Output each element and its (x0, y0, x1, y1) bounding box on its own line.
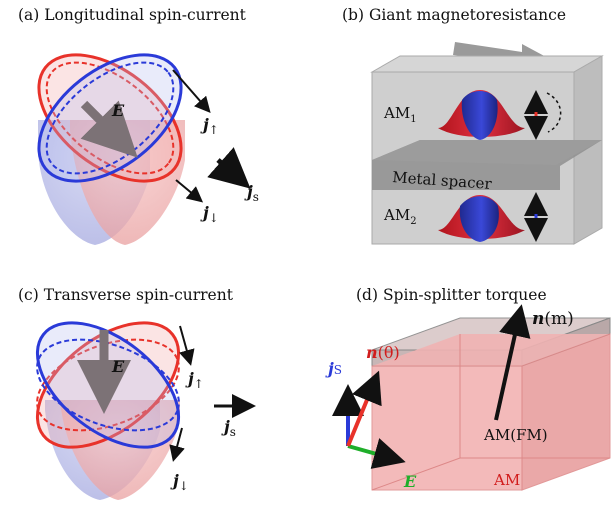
js-axis-label: jS (325, 359, 342, 378)
am1-dome-blue (461, 91, 498, 140)
panel-d-diagram: n(m) AM(FM) AM E jS n(θ) (325, 304, 611, 491)
bottom-layer-label: AM (493, 471, 520, 489)
am-slab-top (372, 334, 610, 366)
panel-a-diagram: E j↑ js j↓ (37, 53, 259, 245)
am-slab-front (371, 365, 523, 491)
stack-side-face (573, 55, 603, 245)
am2-dome-blue (459, 196, 499, 242)
j-down-label: j↓ (170, 471, 189, 493)
panel-a-title: (a) Longitudinal spin-current (18, 6, 246, 24)
stack-top-face (370, 55, 604, 73)
j-s-label: js (244, 182, 259, 204)
e-axis-arrow (347, 438, 406, 469)
j-up-arrow (172, 69, 211, 114)
n-m-label: n(m) (532, 309, 574, 329)
rotation-arrow (546, 92, 562, 133)
am1-label: AM1 (383, 104, 417, 125)
j-down-arrow (169, 427, 185, 462)
e-field-label: E (111, 357, 125, 376)
panel-b-title: (b) Giant magnetoresistance (342, 6, 566, 24)
e-field-arrow (80, 100, 138, 158)
panel-b-diagram: Metal spacer AM1 AM2 (370, 42, 604, 245)
red-fermi-ellipse-dashed (36, 338, 180, 432)
metal-spacer-top (372, 140, 602, 165)
blue-fermi-ellipse-dashed (36, 338, 180, 432)
n-theta-axis-arrow (346, 370, 382, 447)
panel-c-title: (c) Transverse spin-current (18, 286, 233, 304)
slab-hidden-edge-3 (371, 457, 461, 491)
j-s-arrow (207, 147, 251, 189)
panel-d-title: (d) Spin-splitter torquee (356, 286, 547, 304)
j-down-arrow (175, 179, 204, 203)
red-dispersion-bowl (60, 400, 180, 500)
j-up-label: j↑ (200, 115, 219, 137)
n-theta-axis-label: n(θ) (366, 343, 400, 362)
n-m-arrow (494, 304, 531, 421)
j-up-label: j↑ (185, 369, 204, 391)
j-down-label: j↓ (200, 203, 219, 225)
panel-c-diagram: E j↑ j↓ js (35, 321, 256, 500)
e-field-label: E (111, 101, 125, 120)
am2-label: AM2 (383, 206, 417, 227)
e-axis-label: E (403, 472, 417, 491)
j-s-label: js (221, 417, 236, 439)
top-layer-label: AM(FM) (483, 426, 548, 444)
j-up-arrow (179, 325, 195, 366)
